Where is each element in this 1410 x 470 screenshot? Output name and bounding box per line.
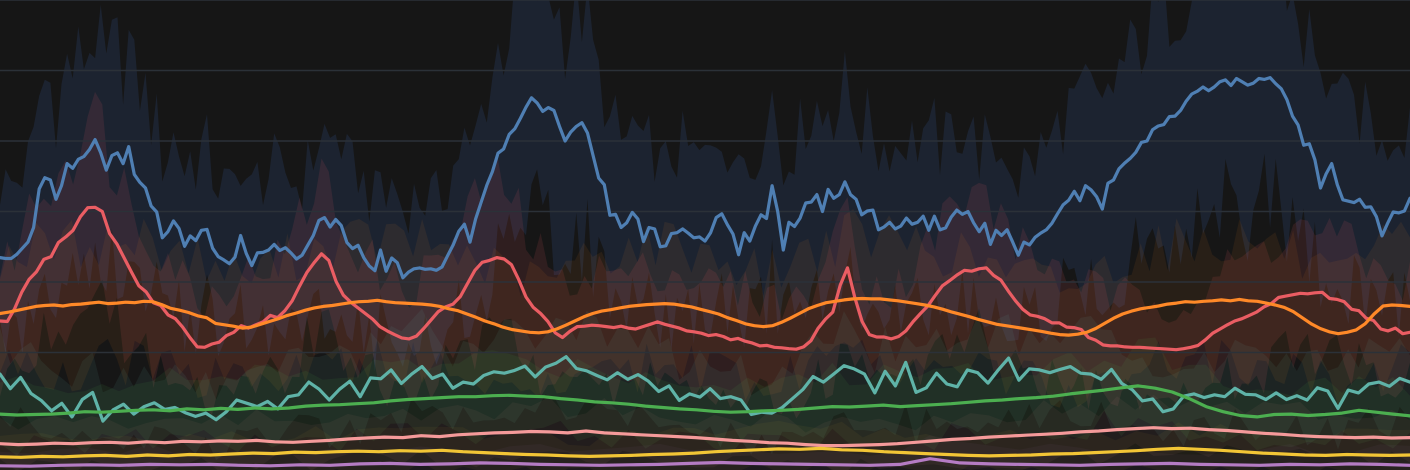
series-lines [0, 76, 1410, 468]
series-1-line [0, 205, 1410, 352]
series-7-line [0, 457, 1410, 468]
series-3-band [0, 308, 1410, 460]
series-0-band [0, 0, 1410, 372]
gridlines [0, 0, 1410, 354]
series-1-band [0, 91, 1410, 419]
series-4-line [0, 384, 1410, 419]
series-2-band [0, 209, 1410, 408]
series-4-band [0, 337, 1410, 456]
series-3-line [0, 355, 1410, 423]
series-6-line [0, 446, 1410, 459]
series-5-line [0, 426, 1410, 448]
series-2-line [0, 296, 1410, 337]
series-0-line [0, 76, 1410, 280]
